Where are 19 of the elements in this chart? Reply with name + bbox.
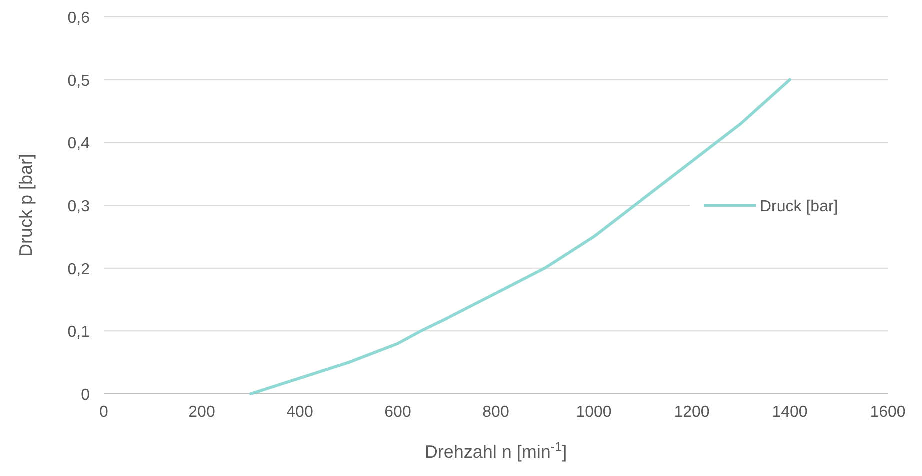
x-tick-label: 1600	[870, 404, 906, 421]
y-tick-label: 0	[81, 387, 90, 404]
legend-label: Druck [bar]	[760, 198, 838, 216]
x-axis-title: Drehzahl n [min$^{-1}$]	[424, 440, 568, 462]
x-tick-label: 1000	[576, 404, 612, 421]
x-tick-label: 1400	[772, 404, 808, 421]
y-tick-label: 0,2	[68, 261, 90, 278]
y-tick-label: 0,1	[68, 324, 90, 342]
x-tick-label: 600	[384, 404, 412, 421]
y-tick-label: 0,6	[68, 10, 90, 27]
y-tick-label: 0,4	[68, 136, 90, 153]
y-tick-label: 0,3	[68, 198, 90, 216]
x-tick-label: 400	[286, 404, 314, 421]
x-tick-label: 0	[100, 404, 109, 421]
x-tick-label: 800	[482, 404, 510, 421]
y-axis-title: Druck p [bar]	[16, 154, 36, 258]
y-tick-label: 0,5	[68, 72, 90, 90]
x-tick-label: 1200	[674, 404, 710, 421]
x-tick-label: 200	[188, 404, 216, 421]
